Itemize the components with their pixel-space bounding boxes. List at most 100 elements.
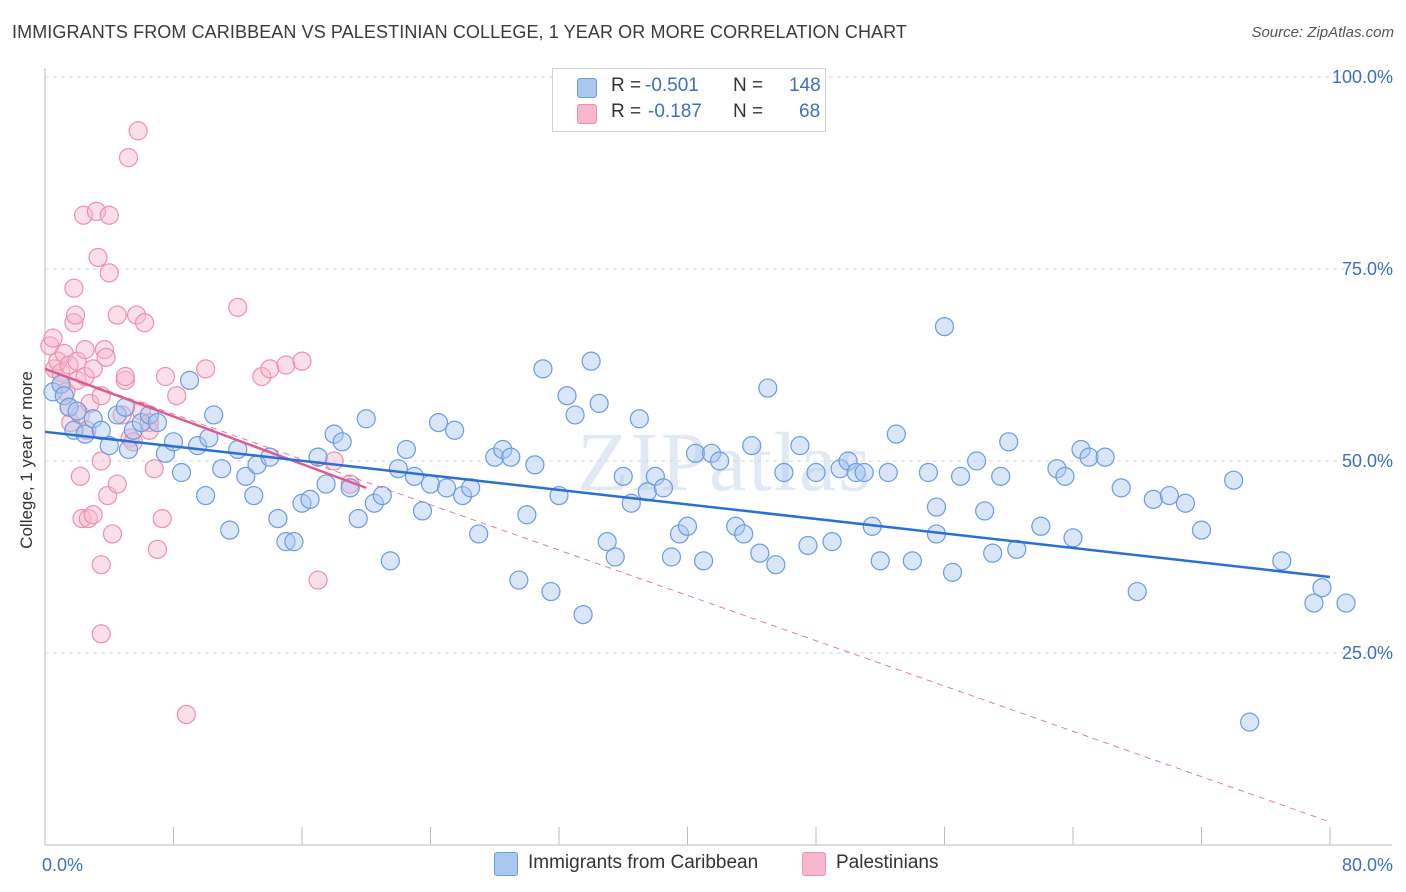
caribbean-point bbox=[999, 432, 1019, 452]
n-label: N = bbox=[733, 101, 764, 122]
caribbean-point bbox=[453, 485, 473, 506]
palestinians-point bbox=[65, 305, 86, 325]
caribbean-point bbox=[1175, 493, 1196, 513]
caribbean-point bbox=[1031, 516, 1051, 536]
caribbean-point bbox=[1127, 581, 1147, 602]
caribbean-point bbox=[244, 485, 264, 506]
caribbean-point bbox=[348, 508, 368, 529]
caribbean-point bbox=[517, 505, 537, 525]
caribbean-point bbox=[685, 443, 706, 463]
caribbean-r-value: -0.501 bbox=[645, 75, 699, 96]
palestinians-point bbox=[83, 359, 103, 379]
caribbean-point bbox=[1159, 485, 1179, 506]
caribbean-point bbox=[485, 447, 505, 467]
palestinians-point bbox=[48, 351, 68, 371]
y-tick-label: 25.0% bbox=[1342, 643, 1393, 663]
palestinians-n-value: 68 bbox=[799, 101, 821, 122]
caribbean-point bbox=[983, 543, 1003, 563]
caribbean-point bbox=[597, 532, 617, 552]
caribbean-point bbox=[902, 551, 922, 571]
caribbean-point bbox=[131, 413, 151, 433]
caribbean-point bbox=[525, 455, 545, 475]
palestinians-point bbox=[292, 351, 312, 371]
palestinians-point bbox=[260, 359, 280, 379]
caribbean-point bbox=[613, 466, 633, 486]
caribbean-point bbox=[533, 359, 553, 379]
caribbean-point bbox=[509, 570, 529, 590]
caribbean-point bbox=[975, 501, 995, 521]
caribbean-point bbox=[469, 524, 489, 544]
caribbean-point bbox=[854, 462, 874, 483]
caribbean-point bbox=[870, 551, 890, 571]
caribbean-point bbox=[316, 474, 336, 494]
caribbean-point bbox=[396, 439, 417, 460]
caribbean-point bbox=[364, 493, 384, 513]
caribbean-point bbox=[798, 535, 818, 556]
caribbean-point bbox=[388, 459, 408, 479]
caribbean-point bbox=[324, 424, 344, 444]
y-axis-label: College, 1 year or more bbox=[17, 371, 36, 549]
palestinians-point bbox=[196, 359, 216, 379]
caribbean-point bbox=[701, 443, 722, 463]
caribbean-point bbox=[196, 485, 216, 506]
caribbean-point bbox=[43, 382, 63, 402]
palestinians-point bbox=[64, 278, 84, 298]
caribbean-point bbox=[557, 386, 577, 406]
r-label: R = bbox=[611, 75, 642, 96]
caribbean-point bbox=[444, 420, 465, 440]
palestinians-legend-swatch bbox=[802, 852, 826, 876]
caribbean-point bbox=[54, 386, 74, 406]
palestinians-point bbox=[107, 305, 127, 325]
palestinians-point bbox=[73, 205, 94, 225]
palestinians-point bbox=[155, 366, 176, 387]
caribbean-point bbox=[1055, 466, 1075, 486]
palestinians-swatch bbox=[577, 104, 597, 124]
palestinians-point bbox=[61, 413, 81, 433]
caribbean-point bbox=[179, 370, 200, 390]
caribbean-point bbox=[581, 351, 601, 371]
caribbean-point bbox=[838, 451, 858, 471]
palestinians-point bbox=[83, 505, 103, 525]
caribbean-point bbox=[605, 547, 625, 567]
y-tick-label: 50.0% bbox=[1342, 451, 1393, 471]
caribbean-point bbox=[300, 489, 320, 509]
caribbean-point bbox=[710, 451, 730, 471]
caribbean-point bbox=[967, 451, 987, 471]
caribbean-point bbox=[1312, 578, 1332, 598]
caribbean-point bbox=[669, 524, 690, 544]
caribbean-point bbox=[1191, 520, 1212, 540]
caribbean-point bbox=[1079, 447, 1099, 467]
palestinians-point bbox=[308, 570, 328, 590]
palestinians-point bbox=[94, 340, 115, 360]
palestinians-point bbox=[139, 413, 160, 433]
palestinians-point bbox=[72, 508, 92, 529]
palestinians-point bbox=[228, 297, 248, 317]
y-tick-label: 75.0% bbox=[1342, 259, 1393, 279]
caribbean-point bbox=[677, 516, 698, 536]
caribbean-point bbox=[1143, 489, 1163, 509]
x-tick-labels: 0.0% 80.0% bbox=[42, 855, 1393, 875]
caribbean-point bbox=[284, 532, 304, 552]
trend-lines bbox=[44, 367, 1331, 823]
caribbean-point bbox=[436, 478, 457, 498]
palestinians-point bbox=[139, 420, 160, 440]
caribbean-legend-label: Immigrants from Caribbean bbox=[528, 852, 759, 873]
caribbean-point bbox=[1071, 439, 1091, 460]
palestinians-point bbox=[144, 459, 164, 479]
palestinians-point bbox=[252, 366, 272, 387]
caribbean-point bbox=[147, 413, 168, 433]
caribbean-point bbox=[212, 459, 232, 479]
caribbean-point bbox=[1047, 459, 1067, 479]
caribbean-point bbox=[493, 439, 513, 460]
palestinians-points bbox=[40, 121, 360, 725]
caribbean-point bbox=[726, 516, 746, 536]
palestinians-point bbox=[147, 539, 168, 559]
caribbean-point bbox=[886, 424, 906, 444]
caribbean-point bbox=[822, 532, 842, 552]
caribbean-point bbox=[589, 393, 609, 413]
palestinians-point bbox=[167, 386, 187, 406]
palestinians-point bbox=[91, 555, 111, 575]
caribbean-legend-swatch bbox=[494, 852, 518, 876]
caribbean-point bbox=[123, 420, 143, 440]
